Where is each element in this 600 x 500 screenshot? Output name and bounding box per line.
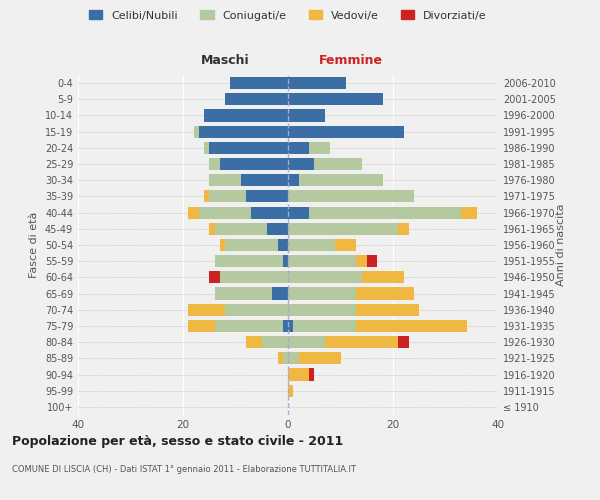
- Bar: [204, 142, 209, 154]
- Bar: [293, 320, 356, 332]
- Bar: [356, 288, 414, 300]
- Bar: [199, 206, 251, 218]
- Bar: [356, 304, 419, 316]
- Bar: [288, 110, 325, 122]
- Bar: [325, 336, 398, 348]
- Bar: [461, 206, 477, 218]
- Bar: [204, 190, 209, 202]
- Bar: [288, 336, 325, 348]
- Bar: [398, 336, 409, 348]
- Bar: [288, 126, 404, 138]
- Legend: Celibi/Nubili, Coniugati/e, Vedovi/e, Divorziati/e: Celibi/Nubili, Coniugati/e, Vedovi/e, Di…: [85, 6, 491, 25]
- Bar: [314, 158, 361, 170]
- Bar: [267, 222, 288, 235]
- Bar: [288, 93, 383, 106]
- Bar: [309, 368, 314, 380]
- Y-axis label: Anni di nascita: Anni di nascita: [556, 204, 566, 286]
- Bar: [356, 320, 467, 332]
- Bar: [288, 77, 346, 89]
- Text: Femmine: Femmine: [319, 54, 383, 68]
- Bar: [288, 206, 309, 218]
- Bar: [209, 222, 215, 235]
- Bar: [230, 77, 288, 89]
- Bar: [398, 222, 409, 235]
- Bar: [209, 142, 288, 154]
- Bar: [272, 288, 288, 300]
- Bar: [188, 206, 199, 218]
- Bar: [288, 320, 293, 332]
- Bar: [188, 304, 225, 316]
- Bar: [209, 174, 241, 186]
- Bar: [288, 142, 309, 154]
- Bar: [288, 272, 361, 283]
- Bar: [188, 320, 215, 332]
- Bar: [204, 110, 288, 122]
- Text: Popolazione per età, sesso e stato civile - 2011: Popolazione per età, sesso e stato civil…: [12, 435, 343, 448]
- Bar: [288, 384, 293, 397]
- Bar: [209, 158, 220, 170]
- Bar: [215, 255, 283, 268]
- Bar: [288, 190, 414, 202]
- Bar: [246, 190, 288, 202]
- Bar: [241, 174, 288, 186]
- Bar: [199, 126, 288, 138]
- Bar: [288, 304, 356, 316]
- Bar: [288, 352, 299, 364]
- Bar: [215, 288, 272, 300]
- Bar: [215, 320, 283, 332]
- Bar: [225, 239, 277, 251]
- Bar: [209, 272, 220, 283]
- Bar: [299, 174, 383, 186]
- Y-axis label: Fasce di età: Fasce di età: [29, 212, 39, 278]
- Bar: [193, 126, 199, 138]
- Bar: [262, 336, 288, 348]
- Text: COMUNE DI LISCIA (CH) - Dati ISTAT 1° gennaio 2011 - Elaborazione TUTTITALIA.IT: COMUNE DI LISCIA (CH) - Dati ISTAT 1° ge…: [12, 465, 356, 474]
- Bar: [299, 352, 341, 364]
- Bar: [283, 352, 288, 364]
- Bar: [251, 206, 288, 218]
- Bar: [288, 158, 314, 170]
- Bar: [367, 255, 377, 268]
- Bar: [309, 206, 461, 218]
- Bar: [288, 368, 309, 380]
- Text: Maschi: Maschi: [200, 54, 250, 68]
- Bar: [288, 222, 398, 235]
- Bar: [361, 272, 404, 283]
- Bar: [220, 239, 225, 251]
- Bar: [288, 255, 356, 268]
- Bar: [215, 222, 267, 235]
- Bar: [288, 239, 335, 251]
- Bar: [209, 190, 246, 202]
- Bar: [220, 272, 288, 283]
- Bar: [356, 255, 367, 268]
- Bar: [283, 255, 288, 268]
- Bar: [288, 174, 299, 186]
- Bar: [283, 320, 288, 332]
- Bar: [225, 304, 288, 316]
- Bar: [277, 352, 283, 364]
- Bar: [246, 336, 262, 348]
- Bar: [288, 288, 356, 300]
- Bar: [220, 158, 288, 170]
- Bar: [225, 93, 288, 106]
- Bar: [309, 142, 330, 154]
- Bar: [335, 239, 356, 251]
- Bar: [277, 239, 288, 251]
